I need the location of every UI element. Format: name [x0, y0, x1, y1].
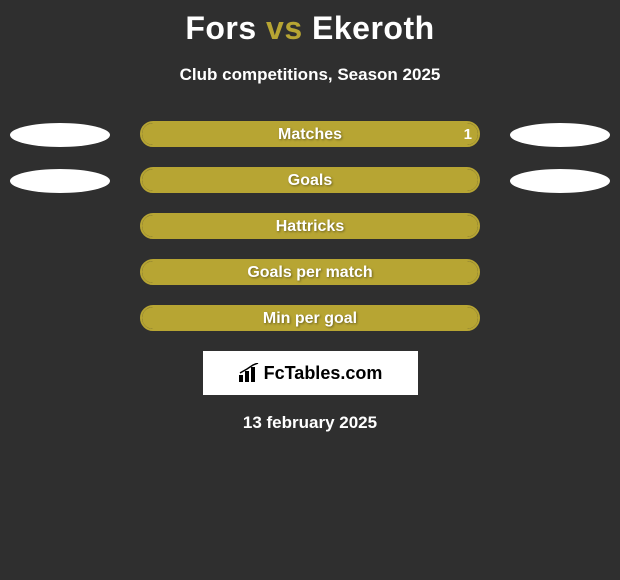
right-bubble — [510, 123, 610, 147]
logo-box[interactable]: FcTables.com — [203, 351, 418, 395]
page-title: Fors vs Ekeroth — [0, 0, 620, 47]
subtitle: Club competitions, Season 2025 — [0, 65, 620, 85]
logo-text: FcTables.com — [264, 363, 383, 384]
stat-bar — [140, 213, 480, 239]
stat-bar — [140, 167, 480, 193]
left-bubble — [10, 169, 110, 193]
left-bubble — [10, 123, 110, 147]
stat-bar — [140, 259, 480, 285]
stat-bar-fill-right — [142, 169, 478, 191]
player1-name: Fors — [185, 10, 256, 46]
stat-bar — [140, 305, 480, 331]
stat-row: Goals — [0, 167, 620, 195]
stat-bar — [140, 121, 480, 147]
stat-row: Matches1 — [0, 121, 620, 149]
stat-bar-fill-right — [142, 215, 478, 237]
chart-icon — [238, 363, 260, 383]
date-label: 13 february 2025 — [0, 413, 620, 433]
stat-value-right: 1 — [464, 121, 472, 149]
stat-row: Hattricks — [0, 213, 620, 241]
stat-bar-fill-right — [142, 261, 478, 283]
player2-name: Ekeroth — [312, 10, 435, 46]
stat-row: Min per goal — [0, 305, 620, 333]
stat-bar-fill-right — [142, 123, 478, 145]
logo: FcTables.com — [238, 363, 383, 384]
stats-container: Matches1 Goals Hattricks Goals per match Min… — [0, 121, 620, 333]
stat-row: Goals per match — [0, 259, 620, 287]
right-bubble — [510, 169, 610, 193]
stat-bar-fill-right — [142, 307, 478, 329]
vs-label: vs — [266, 10, 303, 46]
